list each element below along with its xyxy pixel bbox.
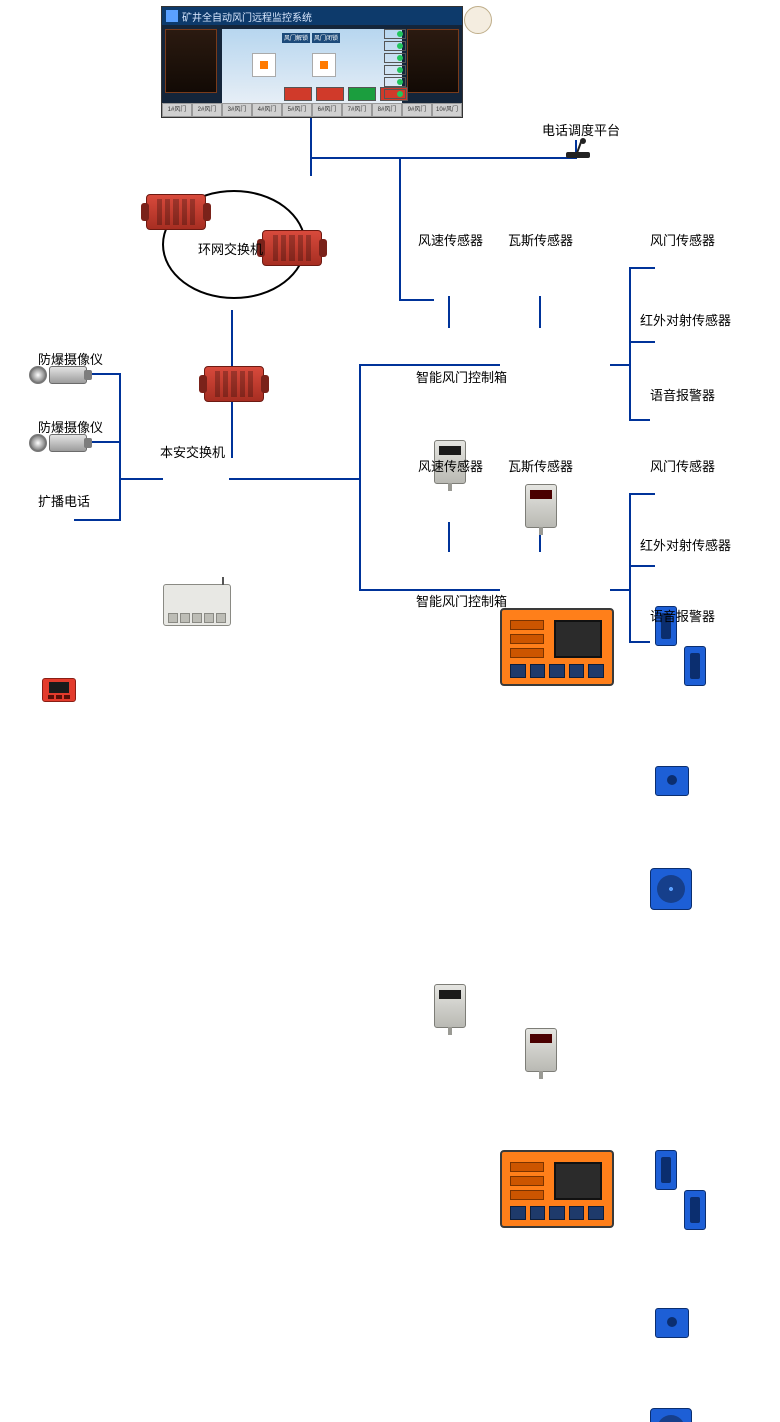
label-gas-sensor-2: 瓦斯传感器 xyxy=(508,456,573,475)
tab-unlock: 风门解锁 xyxy=(282,33,310,43)
desk-microphone-icon xyxy=(566,140,590,158)
ring-switch-c xyxy=(204,366,264,402)
voice-alarm-speaker-1 xyxy=(650,868,692,910)
gas-sensor-2 xyxy=(525,1028,557,1072)
voice-alarm-speaker-2 xyxy=(650,1408,692,1422)
label-controller-1: 智能风门控制箱 xyxy=(416,367,507,386)
damper-sensor-2a xyxy=(655,1150,677,1190)
label-ex-camera-1: 防爆摄像仪 xyxy=(38,349,103,368)
tunnel-3d-view: 风门解锁 风门闭锁 xyxy=(222,29,402,103)
label-controller-2: 智能风门控制箱 xyxy=(416,591,507,610)
tab-lock: 风门闭锁 xyxy=(312,33,340,43)
monitor-titlebar: 矿井全自动风门远程监控系统 xyxy=(162,7,462,25)
label-damper-sensor-1: 风门传感器 xyxy=(650,230,715,249)
monitoring-screen: 矿井全自动风门远程监控系统 风门解锁 风门闭锁 1#风门2#风门3#风门4#风门… xyxy=(161,6,463,118)
explosion-proof-camera-1 xyxy=(29,366,87,384)
door-button-row: 1#风门2#风门3#风门4#风门5#风门6#风门7#风门8#风门9#风门10#风… xyxy=(162,103,462,117)
label-local-switch: 本安交换机 xyxy=(160,442,225,461)
status-led-column xyxy=(384,29,406,101)
ir-beam-sensor-1 xyxy=(655,766,689,796)
smart-door-controller-1 xyxy=(500,608,614,686)
ring-switch-b xyxy=(262,230,322,266)
label-ir-sensor-1: 红外对射传感器 xyxy=(640,310,731,329)
damper-sensor-2b xyxy=(684,1190,706,1230)
monitor-title: 矿井全自动风门远程监控系统 xyxy=(182,9,312,24)
label-broadcast-phone: 扩播电话 xyxy=(38,491,90,510)
monitor-logo-icon xyxy=(166,10,178,22)
certification-seal-icon xyxy=(464,6,492,34)
label-ex-camera-2: 防爆摄像仪 xyxy=(38,417,103,436)
damper-sensor-1b xyxy=(684,646,706,686)
camera-feed-right xyxy=(407,29,459,93)
label-dispatch: 电话调度平台 xyxy=(542,120,620,139)
label-ir-sensor-2: 红外对射传感器 xyxy=(640,535,731,554)
ir-beam-sensor-2 xyxy=(655,1308,689,1338)
wind-speed-sensor-2 xyxy=(434,984,466,1028)
gas-sensor-1 xyxy=(525,484,557,528)
label-ring-switch: 环网交换机 xyxy=(198,239,263,258)
explosion-proof-camera-2 xyxy=(29,434,87,452)
label-wind-sensor-1: 风速传感器 xyxy=(418,230,483,249)
label-damper-sensor-2: 风门传感器 xyxy=(650,456,715,475)
smart-door-controller-2 xyxy=(500,1150,614,1228)
camera-feed-left xyxy=(165,29,217,93)
broadcast-phone xyxy=(42,678,76,702)
label-voice-alarm-1: 语音报警器 xyxy=(650,385,715,404)
local-switch xyxy=(163,584,231,626)
monitor-tabs: 风门解锁 风门闭锁 xyxy=(282,33,340,43)
label-gas-sensor-1: 瓦斯传感器 xyxy=(508,230,573,249)
label-voice-alarm-2: 语音报警器 xyxy=(650,606,715,625)
label-wind-sensor-2: 风速传感器 xyxy=(418,456,483,475)
ring-switch-a xyxy=(146,194,206,230)
